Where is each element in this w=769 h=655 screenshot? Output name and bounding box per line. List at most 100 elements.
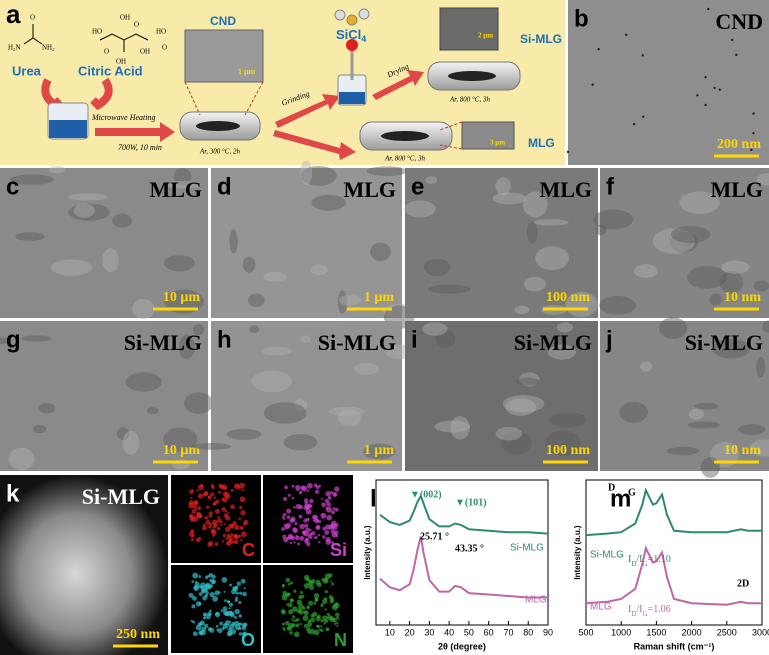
- eds-signal: [200, 582, 206, 589]
- eds-signal: [201, 525, 207, 531]
- arrow: [95, 122, 175, 142]
- eds-signal: [307, 482, 313, 489]
- eds-signal: [321, 513, 324, 517]
- texture: [21, 335, 52, 342]
- eds-signal: [222, 533, 227, 538]
- eds-signal: [313, 601, 317, 605]
- x-tick-label: 2000: [682, 627, 702, 637]
- eds-signal: [227, 535, 230, 539]
- texture: [112, 213, 133, 228]
- eds-signal: [308, 504, 313, 508]
- eds-signal: [302, 606, 306, 610]
- texture: [712, 338, 750, 359]
- eds-signal: [282, 512, 287, 517]
- eds-signal: [325, 539, 332, 545]
- eds-signal: [234, 615, 237, 619]
- eds-signal: [282, 594, 286, 598]
- texture: [652, 228, 696, 254]
- panel-label: e: [411, 173, 424, 200]
- eds-signal: [188, 502, 195, 509]
- micrograph: [600, 321, 769, 471]
- texture: [73, 203, 95, 218]
- texture: [283, 434, 318, 451]
- eds-signal: [233, 539, 239, 545]
- eds-signal: [305, 537, 309, 542]
- eds-signal: [289, 518, 294, 523]
- eds-signal: [324, 589, 328, 594]
- eds-signal: [193, 505, 197, 510]
- eds-signal: [291, 618, 294, 621]
- texture: [434, 420, 471, 433]
- x-tick-label: 2500: [717, 627, 737, 637]
- eds-signal: [315, 489, 320, 494]
- element-label: C: [242, 540, 255, 560]
- texture: [193, 323, 204, 336]
- texture: [363, 443, 396, 460]
- panel-label: i: [411, 326, 418, 353]
- eds-signal: [206, 505, 210, 509]
- eds-signal: [328, 594, 333, 600]
- label: HO: [156, 28, 166, 36]
- label: MLG: [528, 136, 555, 150]
- texture: [593, 209, 634, 230]
- eds-signal: [224, 526, 231, 532]
- eds-signal: [325, 490, 331, 497]
- eds-signal: [204, 515, 209, 520]
- eds-signal: [335, 612, 340, 618]
- eds-signal: [323, 622, 326, 625]
- eds-signal: [304, 498, 309, 503]
- label: 700W, 10 min: [118, 143, 162, 152]
- eds-signal: [204, 575, 209, 580]
- texture: [547, 344, 577, 360]
- eds-signal: [285, 577, 291, 583]
- sample: [381, 131, 429, 141]
- texture: [633, 264, 658, 278]
- texture: [311, 194, 347, 211]
- eds-signal: [283, 496, 288, 501]
- texture: [597, 47, 600, 51]
- eds-signal: [234, 608, 240, 615]
- eds-signal: [282, 516, 286, 520]
- eds-signal: [289, 581, 294, 585]
- eds-signal: [236, 484, 240, 487]
- eds-signal: [223, 590, 226, 593]
- eds-signal: [289, 541, 293, 545]
- panel-label: m: [610, 485, 631, 512]
- annotation: 25.71 °: [420, 531, 449, 542]
- annotation: 2D: [737, 578, 749, 589]
- texture: [300, 160, 313, 186]
- eds-signal: [314, 597, 319, 602]
- y-axis-label: Intensity (a.u.): [573, 525, 582, 580]
- eds-signal: [218, 591, 221, 594]
- eds-signal: [333, 530, 339, 536]
- eds-signal: [306, 622, 312, 628]
- mlg-image: [461, 121, 515, 150]
- eds-signal: [189, 513, 194, 518]
- label: O: [134, 21, 139, 29]
- eds-signal: [214, 611, 221, 618]
- texture: [173, 168, 192, 186]
- eds-signal: [191, 580, 195, 583]
- eds-signal: [243, 519, 249, 525]
- eds-signal: [235, 591, 239, 595]
- texture: [48, 165, 66, 174]
- texture: [707, 7, 710, 11]
- eds-signal: [241, 626, 246, 631]
- texture: [427, 284, 471, 294]
- eds-signal: [215, 624, 219, 628]
- texture: [67, 193, 109, 201]
- eds-signal: [197, 493, 204, 499]
- eds-signal: [300, 485, 306, 491]
- micrograph: [211, 168, 402, 318]
- element-label: Si: [330, 540, 347, 560]
- micrograph: [211, 321, 402, 471]
- eds-signal: [224, 523, 227, 526]
- eds-signal: [191, 509, 197, 514]
- panel-label: l: [370, 485, 377, 512]
- eds-signal: [295, 484, 301, 491]
- eds-signal: [287, 592, 291, 596]
- eds-signal: [335, 621, 339, 625]
- texture: [619, 401, 649, 423]
- eds-signal: [242, 591, 247, 597]
